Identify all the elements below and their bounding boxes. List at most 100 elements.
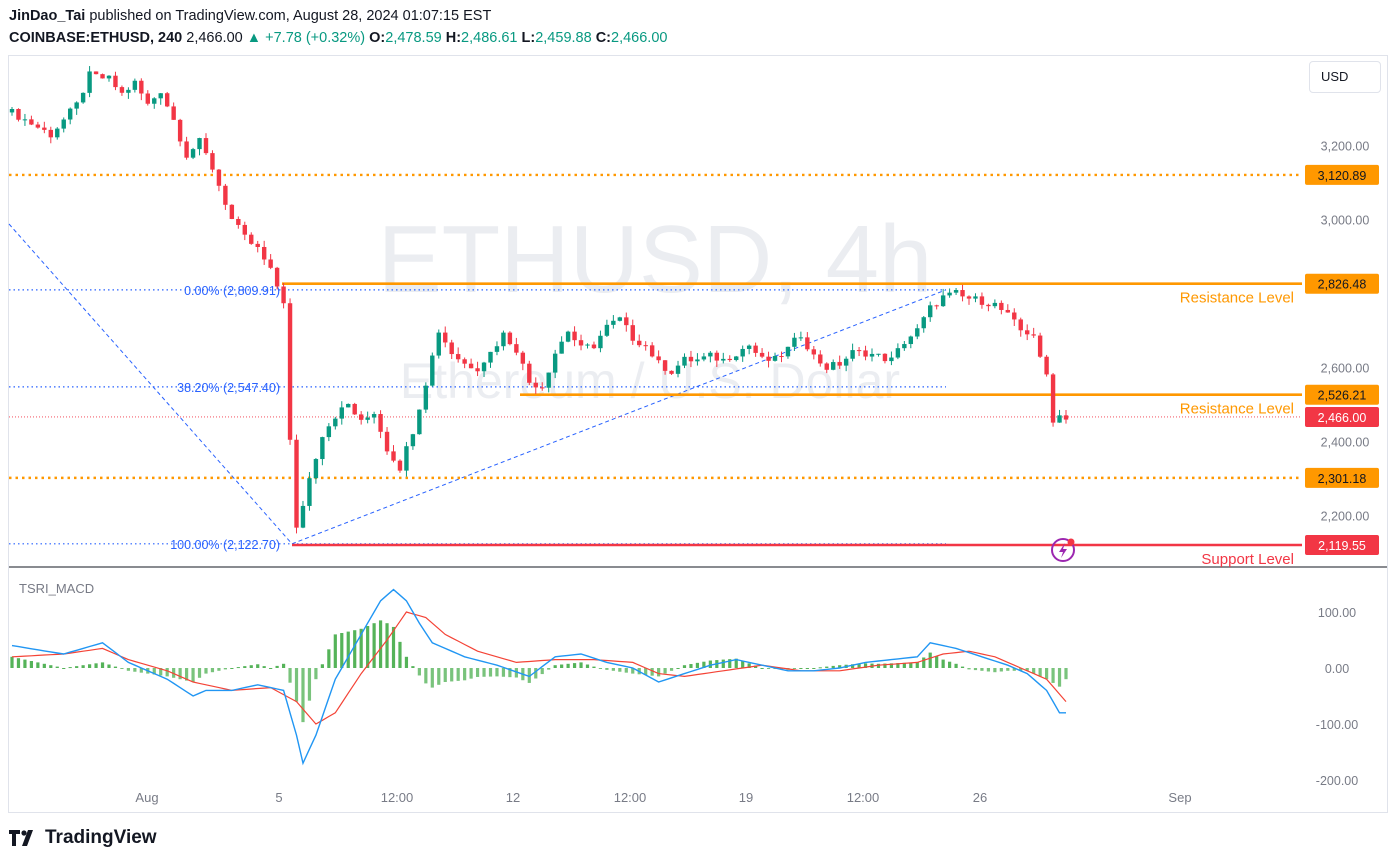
candle-body xyxy=(1031,334,1036,336)
macd-histogram-bar xyxy=(68,667,72,669)
macd-histogram-bar xyxy=(1006,668,1010,671)
candle-body xyxy=(346,403,351,408)
macd-histogram-bar xyxy=(191,668,195,682)
candle-body xyxy=(682,356,687,366)
candle-body xyxy=(578,340,584,346)
macd-histogram-bar xyxy=(650,668,654,676)
candle-body xyxy=(624,317,629,326)
author-name[interactable]: JinDao_Tai xyxy=(9,8,86,24)
candle-body xyxy=(119,87,125,93)
currency-button[interactable]: USD xyxy=(1309,61,1381,93)
indicator-axis-tick: 100.00 xyxy=(1318,606,1356,620)
price-level-tag xyxy=(1305,273,1379,294)
candle-body xyxy=(229,204,235,219)
macd-histogram-bar xyxy=(307,668,312,701)
candle-body xyxy=(630,325,635,341)
macd-histogram-bar xyxy=(488,668,493,677)
open-value: 2,478.59 xyxy=(385,30,442,46)
candle-body xyxy=(391,451,396,461)
candle-body xyxy=(934,305,939,307)
candle-body xyxy=(772,356,778,361)
candle-body xyxy=(675,365,681,374)
macd-histogram-bar xyxy=(288,668,292,683)
macd-histogram-bar xyxy=(896,663,900,668)
candle-body xyxy=(74,102,79,109)
candle-body xyxy=(785,346,791,357)
tradingview-icon xyxy=(9,830,33,846)
candle-body xyxy=(55,128,60,138)
candle-body xyxy=(863,350,868,357)
macd-histogram-bar xyxy=(863,663,868,668)
macd-histogram-bar xyxy=(475,668,480,677)
macd-histogram-bar xyxy=(644,668,648,675)
macd-histogram-bar xyxy=(443,668,447,682)
macd-histogram-bar xyxy=(527,668,531,683)
time-axis-tick: Sep xyxy=(1168,790,1191,805)
candle-body xyxy=(908,336,914,345)
close-label: C: xyxy=(595,30,612,46)
candle-body xyxy=(533,382,538,388)
candle-body xyxy=(171,106,176,120)
macd-histogram-bar xyxy=(126,668,130,671)
candle-body xyxy=(326,426,332,438)
macd-histogram-bar xyxy=(100,662,105,668)
candle-body xyxy=(727,358,732,361)
macd-histogram-bar xyxy=(1025,668,1029,671)
macd-histogram-bar xyxy=(340,633,344,668)
macd-histogram-bar xyxy=(152,668,156,675)
macd-histogram-bar xyxy=(560,664,564,668)
candle-body xyxy=(928,305,933,318)
candle-body xyxy=(216,169,222,186)
last-price-tag-label: 2,466.00 xyxy=(1318,411,1367,425)
macd-histogram-bar xyxy=(23,659,27,668)
macd-histogram-bar xyxy=(385,623,389,668)
open-label: O: xyxy=(369,30,386,46)
close-value: 2,466.00 xyxy=(611,30,668,46)
macd-histogram-bar xyxy=(657,668,661,677)
macd-histogram-bar xyxy=(902,662,906,668)
macd-histogram-bar xyxy=(663,668,667,674)
time-axis-tick: 12:00 xyxy=(614,790,647,805)
macd-histogram-bar xyxy=(217,668,221,671)
candle-body xyxy=(501,332,506,347)
macd-histogram-bar xyxy=(631,668,635,674)
candle-body xyxy=(1044,356,1049,375)
candle-body xyxy=(604,324,610,336)
up-arrow-icon: ▲ xyxy=(246,30,262,46)
candle-body xyxy=(294,439,299,528)
tradingview-logo[interactable]: TradingView xyxy=(9,827,157,849)
candle-body xyxy=(856,350,862,352)
candle-body xyxy=(837,362,842,366)
candle-body xyxy=(973,296,978,299)
macd-histogram-bar xyxy=(81,665,85,668)
macd-histogram-bar xyxy=(792,668,797,669)
candle-body xyxy=(307,478,312,506)
macd-histogram-bar xyxy=(702,661,706,668)
candle-body xyxy=(895,348,901,358)
candle-body xyxy=(695,359,700,362)
candle-body xyxy=(740,348,745,357)
watermark-symbol: ETHUSD, 4h xyxy=(378,206,933,313)
macd-histogram-bar xyxy=(689,664,693,668)
level-name-label: Resistance Level xyxy=(1180,401,1294,418)
candle-body xyxy=(106,75,112,79)
candle-body xyxy=(759,352,765,357)
price-level-tag-label: 2,826.48 xyxy=(1318,278,1367,292)
brand-name: TradingView xyxy=(45,827,157,848)
candle-body xyxy=(527,363,532,383)
macd-histogram-bar xyxy=(508,668,512,678)
macd-histogram-bar xyxy=(1064,668,1068,680)
publish-line: JinDao_Tai published on TradingView.com,… xyxy=(9,7,491,25)
macd-histogram-bar xyxy=(928,652,932,668)
candle-body xyxy=(42,127,47,130)
macd-histogram-bar xyxy=(411,666,415,668)
candle-body xyxy=(449,342,454,355)
price-level-tag-label: 2,119.55 xyxy=(1318,539,1366,553)
candle-body xyxy=(999,302,1004,310)
macd-histogram-bar xyxy=(36,662,40,668)
candle-body xyxy=(753,345,758,353)
candle-body xyxy=(242,224,247,235)
candle-body xyxy=(714,352,720,361)
candle-body xyxy=(779,356,784,358)
